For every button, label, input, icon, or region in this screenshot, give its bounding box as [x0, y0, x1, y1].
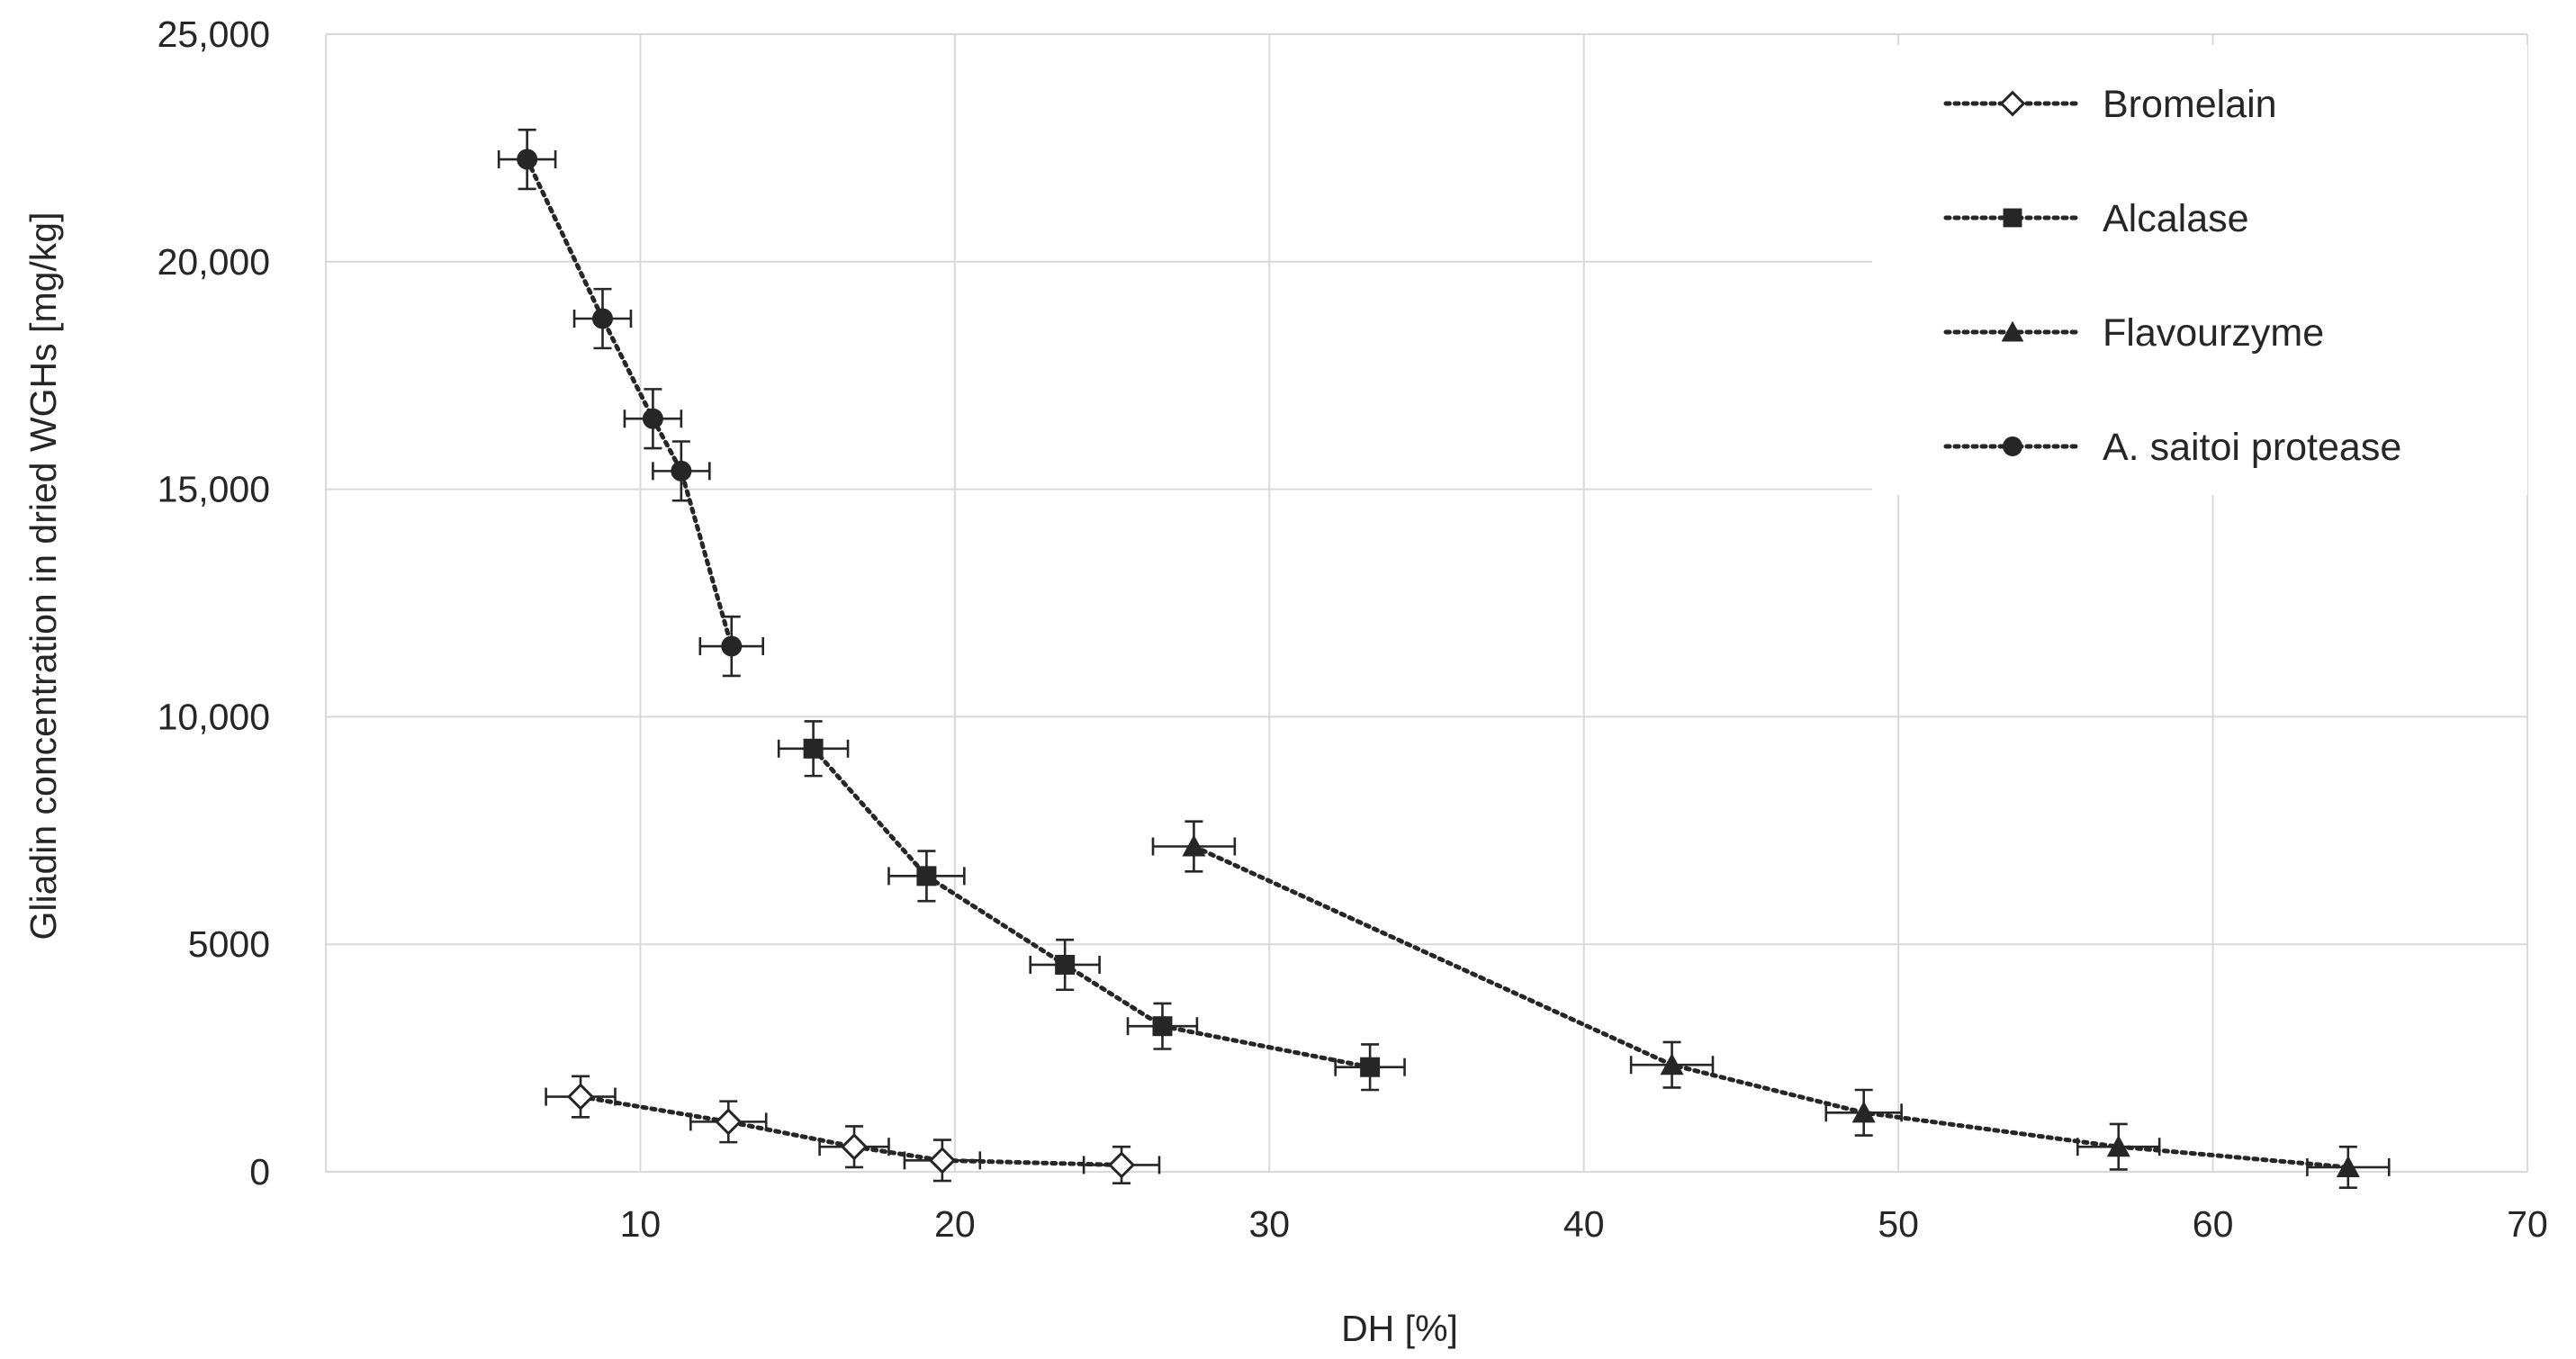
axes [325, 34, 2527, 1173]
data-point [1055, 954, 1076, 975]
x-tick-label: 40 [1563, 1203, 1605, 1245]
data-point [517, 148, 538, 170]
y-axis-title: Gliadin concentration in dried WGHs [mg/… [23, 212, 64, 940]
y-tick-label: 25,000 [158, 14, 270, 55]
series-alcalase [777, 720, 1406, 1092]
x-tick-label: 30 [1248, 1203, 1290, 1245]
data-point [916, 866, 937, 886]
legend-label: Bromelain [2103, 83, 2277, 126]
x-tick-label: 10 [620, 1203, 662, 1245]
legend-label: Flavourzyme [2103, 311, 2324, 355]
y-tick-label: 20,000 [158, 241, 270, 283]
legend: Bromelain Alcalase Flavourzyme A. saitoi pr… [1943, 83, 2401, 469]
legend-box [1872, 45, 2527, 495]
y-tick-label: 10,000 [158, 696, 270, 737]
data-point [1152, 1016, 1173, 1037]
x-axis-title: DH [%] [1341, 1308, 1458, 1349]
series-a-saitoi-protease [497, 128, 765, 678]
data-point [715, 1108, 743, 1136]
data-point [803, 738, 824, 759]
data-point [2336, 1155, 2360, 1177]
data-point [671, 460, 692, 482]
data-point [1182, 834, 1206, 857]
x-tick-label: 20 [934, 1203, 976, 1245]
legend-marker [2001, 320, 2024, 342]
legend-marker [2003, 436, 2022, 456]
legend-item: Flavourzyme [1943, 311, 2324, 355]
data-point [1360, 1057, 1381, 1077]
data-point [1107, 1151, 1136, 1179]
data-point [2106, 1135, 2130, 1157]
plot-area [497, 128, 2391, 1189]
legend-item: Alcalase [1943, 197, 2249, 240]
x-tick-label: 50 [1878, 1203, 1919, 1245]
data-point [1851, 1101, 1876, 1123]
x-tick-label: 70 [2507, 1203, 2548, 1245]
legend-item: Bromelain [1943, 83, 2277, 126]
y-tick-label: 0 [249, 1151, 270, 1192]
legend-label: Alcalase [2103, 197, 2249, 240]
data-point [1660, 1053, 1684, 1076]
legend-label: A. saitoi protease [2103, 426, 2401, 469]
legend-background [1872, 45, 2527, 495]
legend-marker [1999, 90, 2026, 117]
data-point [928, 1147, 957, 1174]
legend-item: A. saitoi protease [1943, 426, 2401, 469]
data-point [840, 1133, 869, 1161]
tick-labels: 10 20 30 40 50 60 70 0 5000 10,000 15,000 20,000 25,… [158, 14, 2548, 1245]
y-tick-label: 15,000 [158, 469, 270, 510]
legend-marker [2003, 208, 2022, 228]
series-bromelain [545, 1075, 1161, 1184]
y-tick-label: 5000 [188, 923, 270, 965]
data-point [642, 408, 663, 429]
data-point [591, 308, 613, 329]
data-point [566, 1083, 595, 1111]
data-point [721, 635, 743, 657]
series-flavourzyme [1151, 820, 2391, 1189]
x-tick-label: 60 [2193, 1203, 2234, 1245]
